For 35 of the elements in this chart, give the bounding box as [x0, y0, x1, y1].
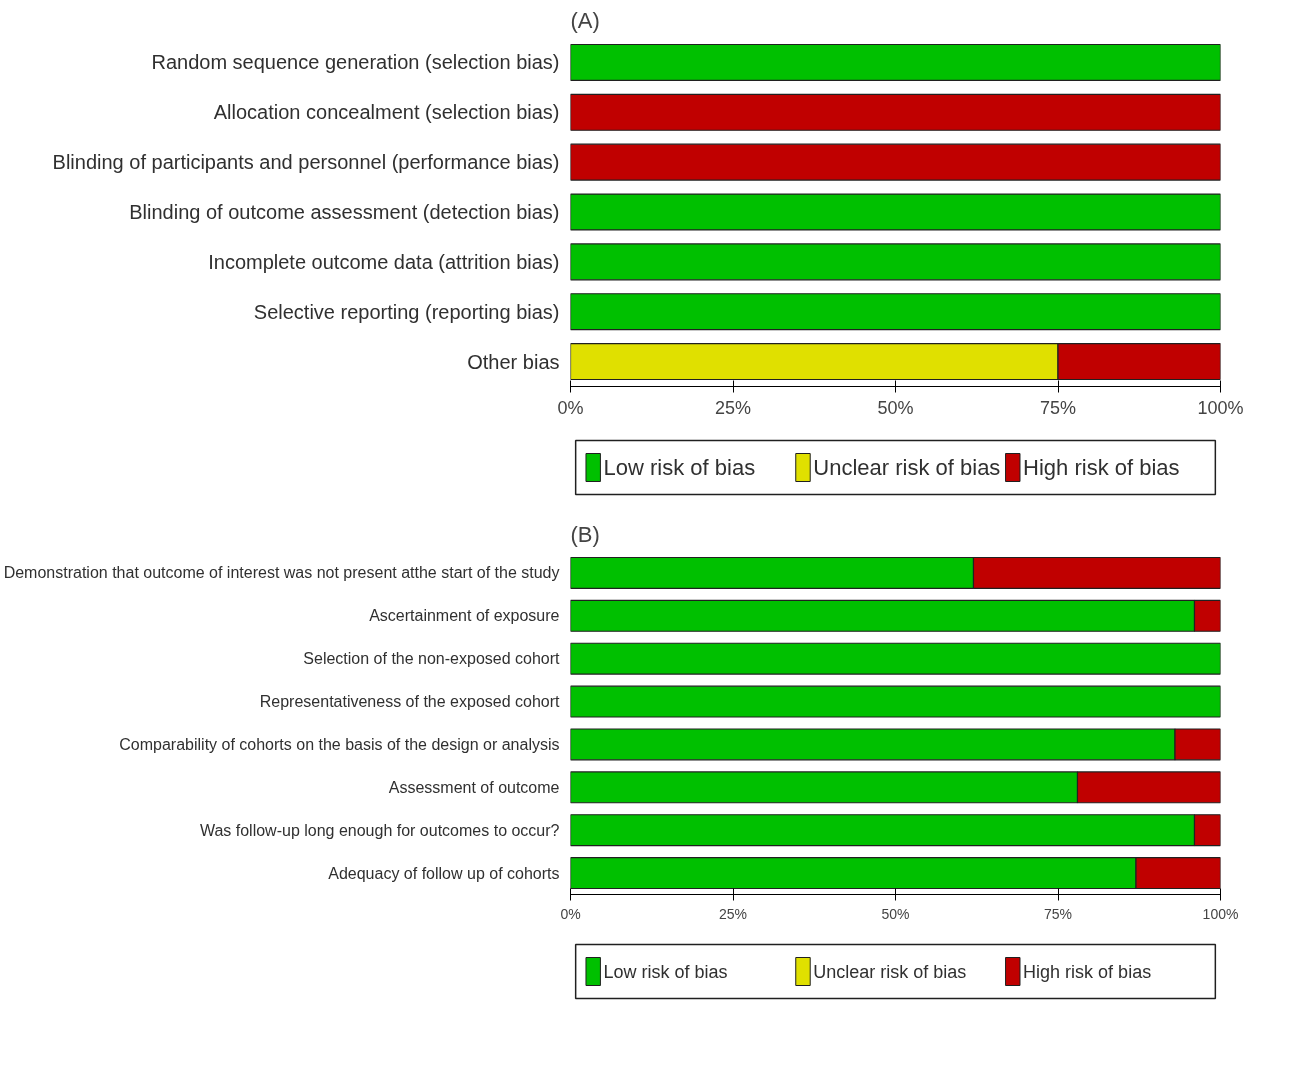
x-tick-label: 25% — [718, 905, 748, 922]
legend-label: Low risk of bias — [603, 455, 756, 480]
x-tick-label: 0% — [557, 397, 584, 418]
legend-label: High risk of bias — [1023, 455, 1180, 480]
x-tick-label: 100% — [1197, 397, 1244, 418]
y-tick-label: Blinding of participants and personnel (performance bias) — [52, 151, 560, 174]
y-tick-label: Adequacy of follow up of cohorts — [328, 864, 560, 882]
y-tick-label: Blinding of outcome assessment (detection bias) — [129, 201, 560, 223]
y-tick-label: Demonstration that outcome of interest was not present atthe start of the study — [3, 564, 560, 582]
chart-title: (B) — [570, 521, 600, 547]
legend-label: Unclear risk of bias — [813, 455, 1001, 480]
y-tick-label: Other bias — [467, 350, 560, 373]
y-tick-label: Was follow-up long enough for outcomes to occur? — [199, 821, 560, 839]
chart-title: (A) — [570, 7, 600, 33]
legend-label: Unclear risk of bias — [813, 961, 967, 982]
x-tick-label: 50% — [877, 397, 914, 418]
y-tick-label: Incomplete outcome data (attrition bias) — [208, 250, 560, 273]
y-tick-label: Random sequence generation (selection bias) — [151, 51, 560, 74]
legend-label: Low risk of bias — [603, 961, 728, 982]
x-tick-label: 25% — [714, 397, 752, 418]
x-tick-label: 0% — [560, 905, 581, 922]
legend-label: High risk of bias — [1023, 961, 1152, 982]
x-tick-label: 75% — [1039, 397, 1077, 418]
y-tick-label: Assessment of outcome — [388, 778, 560, 796]
x-tick-label: 100% — [1202, 905, 1239, 922]
y-tick-label: Selective reporting (reporting bias) — [253, 300, 560, 323]
y-tick-label: Representativeness of the exposed cohort — [259, 693, 561, 711]
y-tick-label: Comparability of cohorts on the basis of the design or analysis — [119, 735, 560, 753]
x-tick-label: 50% — [881, 905, 910, 922]
y-tick-label: Selection of the non-exposed cohort — [303, 650, 561, 668]
y-tick-label: Allocation concealment (selection bias) — [213, 101, 560, 124]
bar — [570, 642, 1221, 675]
y-tick-label: Ascertainment of exposure — [369, 607, 560, 625]
x-tick-label: 75% — [1043, 905, 1073, 922]
bar — [570, 685, 1221, 718]
